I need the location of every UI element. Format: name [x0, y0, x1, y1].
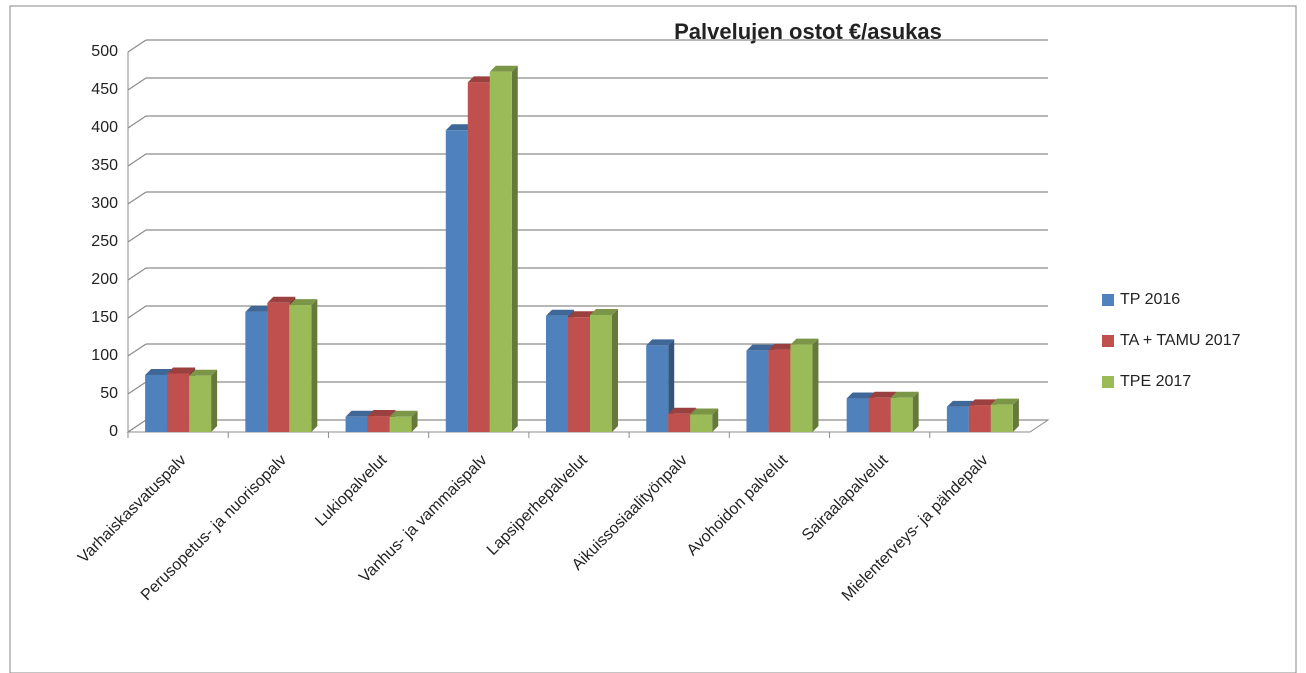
bar-top	[568, 311, 596, 318]
y-tick-label: 100	[91, 347, 118, 364]
bar-top	[189, 369, 218, 376]
bar-top	[946, 400, 975, 407]
bar-side	[712, 408, 719, 432]
bar-top	[746, 344, 775, 351]
bar	[690, 414, 713, 432]
bar-top	[868, 391, 897, 398]
bar	[968, 405, 991, 432]
bar	[189, 375, 212, 432]
bar	[467, 82, 490, 433]
bar	[768, 349, 791, 432]
grid-line-side	[127, 77, 147, 91]
bar-side	[812, 338, 819, 432]
bar	[846, 398, 869, 432]
y-tick-label: 50	[100, 385, 118, 402]
bar-side	[668, 339, 675, 432]
grid-line-side	[127, 39, 147, 53]
grid-line-side	[127, 267, 147, 281]
bar	[345, 416, 368, 432]
bar-top	[546, 309, 574, 316]
bar	[546, 315, 568, 432]
bar	[590, 314, 612, 432]
bar-top	[345, 410, 374, 417]
y-tick-label: 0	[109, 423, 118, 440]
bar-side	[511, 65, 518, 432]
grid-line-side	[127, 115, 147, 129]
bar-top	[489, 65, 518, 72]
bar	[646, 345, 669, 432]
y-tick-label: 150	[91, 309, 118, 326]
y-tick-label: 350	[91, 157, 118, 174]
bar-top	[990, 398, 1019, 405]
bar	[489, 71, 512, 432]
bar-top	[768, 343, 797, 350]
y-tick-label: 500	[91, 43, 118, 60]
y-tick-label: 250	[91, 233, 118, 250]
bar	[445, 130, 468, 432]
bar-top	[590, 308, 618, 315]
grid-line-side	[127, 191, 147, 205]
grid-line-side	[127, 229, 147, 243]
bar	[868, 397, 891, 432]
y-tick-label: 200	[91, 271, 118, 288]
bar-top	[646, 339, 675, 346]
bar-top	[467, 76, 496, 83]
bar-top	[690, 408, 719, 415]
bar	[568, 317, 590, 432]
bar	[367, 416, 390, 432]
bar	[389, 416, 412, 432]
bar-top	[389, 410, 418, 417]
bar	[245, 311, 268, 432]
bar-top	[145, 369, 174, 375]
y-tick-label: 450	[91, 81, 118, 98]
bar	[668, 413, 691, 432]
bar-top	[367, 410, 396, 417]
bar-side	[612, 308, 618, 432]
bar	[946, 406, 969, 432]
bar-top	[289, 299, 318, 306]
legend-label: TA + TAMU 2017	[1120, 332, 1241, 349]
bar-top	[167, 367, 196, 374]
legend-swatch	[1102, 376, 1114, 388]
bar-top	[445, 124, 474, 131]
grid-line-side	[127, 153, 147, 167]
grid-line-side	[127, 419, 147, 433]
bar	[746, 350, 769, 432]
y-tick-label: 400	[91, 119, 118, 136]
bar-side	[211, 369, 218, 432]
legend-label: TPE 2017	[1120, 373, 1191, 390]
bar	[145, 375, 168, 432]
bar	[289, 305, 312, 432]
bar-top	[890, 391, 919, 398]
bar-top	[245, 305, 274, 312]
bar-side	[311, 299, 318, 432]
y-tick-label: 300	[91, 195, 118, 212]
bar-top	[846, 392, 875, 399]
bar	[790, 344, 813, 432]
bar	[990, 404, 1013, 432]
bar	[890, 397, 913, 432]
legend-swatch	[1102, 335, 1114, 347]
bar-top	[267, 296, 296, 303]
bar-top	[790, 338, 819, 345]
bar-side	[1012, 398, 1019, 432]
grid-line-side	[127, 343, 147, 357]
legend-label: TP 2016	[1120, 291, 1180, 308]
legend-swatch	[1102, 294, 1114, 306]
bar	[267, 302, 290, 432]
bar-side	[912, 391, 919, 432]
grid-line-side	[127, 305, 147, 319]
grid-line-side	[127, 381, 147, 395]
bar-side	[411, 410, 418, 432]
bar-top	[968, 399, 997, 406]
bar-top	[668, 407, 697, 414]
bar	[167, 373, 190, 432]
